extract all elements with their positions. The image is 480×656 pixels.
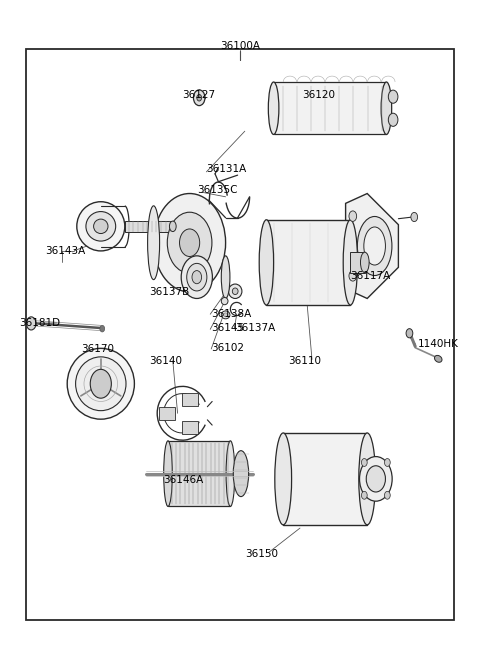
Ellipse shape	[228, 284, 242, 298]
Bar	[182, 392, 198, 405]
Ellipse shape	[388, 113, 398, 127]
Ellipse shape	[164, 441, 172, 506]
Text: 36181D: 36181D	[19, 318, 60, 328]
Ellipse shape	[221, 256, 230, 298]
Text: 36131A: 36131A	[206, 164, 247, 174]
Text: 36110: 36110	[288, 356, 321, 366]
Ellipse shape	[233, 451, 249, 497]
Ellipse shape	[67, 348, 134, 419]
Ellipse shape	[268, 82, 279, 134]
Bar	[159, 407, 175, 420]
Ellipse shape	[259, 220, 274, 305]
Text: 36146A: 36146A	[163, 475, 204, 485]
Text: 36117A: 36117A	[350, 270, 391, 281]
Circle shape	[349, 211, 357, 221]
Ellipse shape	[357, 216, 392, 276]
Text: 36143A: 36143A	[46, 245, 86, 256]
Ellipse shape	[232, 288, 238, 295]
Text: 36145: 36145	[211, 323, 244, 333]
Ellipse shape	[366, 466, 385, 492]
Ellipse shape	[77, 201, 125, 251]
Circle shape	[26, 317, 36, 330]
Circle shape	[384, 459, 390, 466]
Ellipse shape	[360, 457, 392, 501]
Ellipse shape	[359, 433, 375, 525]
Text: 36100A: 36100A	[220, 41, 260, 51]
Bar	[283, 433, 367, 525]
Bar	[26, 49, 454, 620]
Text: 36150: 36150	[245, 549, 278, 560]
Ellipse shape	[343, 220, 358, 305]
Ellipse shape	[226, 441, 235, 506]
Circle shape	[180, 229, 200, 256]
Text: 36135C: 36135C	[197, 185, 237, 195]
Ellipse shape	[75, 357, 126, 411]
Text: 1140HK: 1140HK	[418, 338, 458, 349]
Ellipse shape	[275, 433, 291, 525]
Ellipse shape	[187, 263, 207, 291]
Text: 36127: 36127	[182, 90, 216, 100]
Ellipse shape	[364, 227, 385, 265]
Text: 36138A: 36138A	[211, 308, 252, 319]
Circle shape	[197, 94, 202, 101]
Circle shape	[100, 325, 105, 332]
Bar	[125, 221, 173, 232]
Ellipse shape	[381, 82, 392, 134]
Ellipse shape	[181, 256, 212, 298]
Ellipse shape	[169, 221, 176, 232]
Circle shape	[406, 329, 413, 338]
Ellipse shape	[434, 356, 442, 362]
Ellipse shape	[360, 252, 369, 273]
Circle shape	[411, 213, 418, 222]
Circle shape	[384, 491, 390, 499]
Circle shape	[361, 491, 367, 499]
Text: 36137B: 36137B	[149, 287, 189, 297]
Text: 36170: 36170	[82, 344, 115, 354]
Ellipse shape	[86, 211, 116, 241]
Ellipse shape	[192, 270, 202, 283]
Ellipse shape	[94, 219, 108, 234]
Circle shape	[349, 270, 357, 281]
Circle shape	[361, 459, 367, 466]
Text: 36137A: 36137A	[235, 323, 276, 333]
Ellipse shape	[148, 206, 159, 279]
Circle shape	[193, 90, 205, 106]
Bar	[350, 252, 365, 273]
Bar	[168, 441, 230, 506]
Ellipse shape	[221, 297, 228, 304]
Bar	[274, 82, 386, 134]
Text: 36120: 36120	[302, 90, 336, 100]
Ellipse shape	[224, 313, 228, 317]
Circle shape	[168, 212, 212, 273]
Circle shape	[90, 369, 111, 398]
Polygon shape	[346, 194, 398, 298]
Circle shape	[154, 194, 226, 292]
Text: 36102: 36102	[211, 342, 244, 353]
Bar	[266, 220, 350, 305]
Bar	[182, 421, 198, 434]
Ellipse shape	[221, 311, 230, 319]
Ellipse shape	[388, 90, 398, 103]
Text: 36140: 36140	[149, 356, 182, 366]
